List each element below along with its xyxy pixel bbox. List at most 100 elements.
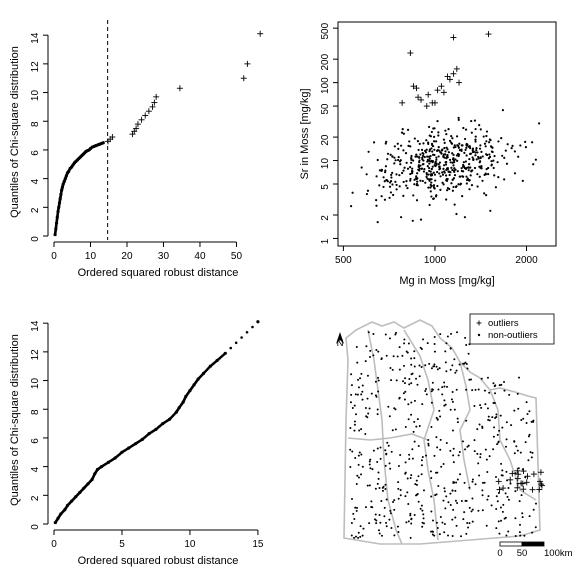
data-point (375, 348, 378, 351)
data-point (427, 442, 430, 445)
data-point (481, 179, 484, 182)
data-point (461, 195, 464, 198)
data-point (458, 175, 461, 178)
data-point (410, 357, 413, 360)
data-point (368, 463, 371, 466)
data-point (349, 448, 352, 451)
data-point (503, 380, 506, 383)
data-point (471, 156, 474, 159)
data-point (382, 185, 385, 189)
data-point (493, 426, 496, 429)
data-point (479, 144, 482, 147)
data-point (470, 119, 473, 123)
data-point (415, 494, 418, 497)
data-point (439, 175, 442, 178)
data-point (394, 180, 397, 183)
data-point (418, 169, 421, 172)
data-point (431, 150, 434, 153)
data-point (506, 143, 509, 146)
data-point (438, 165, 441, 168)
data-point (433, 534, 436, 537)
data-point (439, 333, 442, 336)
data-point (387, 444, 390, 447)
data-point (486, 407, 489, 410)
data-point (413, 350, 416, 353)
data-point (480, 164, 483, 168)
data-point (383, 515, 386, 518)
data-point (451, 489, 454, 492)
data-point (356, 474, 359, 477)
data-point (368, 484, 371, 487)
data-point (425, 175, 428, 179)
data-point (441, 386, 444, 389)
data-point (351, 191, 354, 194)
data-point (366, 374, 369, 377)
data-point (422, 142, 425, 145)
data-point (465, 344, 468, 347)
data-point (465, 154, 468, 157)
data-point (406, 128, 410, 131)
data-point (465, 142, 468, 146)
data-point (410, 170, 414, 173)
data-point (453, 408, 456, 411)
data-point (133, 443, 136, 446)
x-tick-label: 10 (184, 539, 196, 550)
data-point (457, 146, 460, 149)
data-point (402, 380, 405, 383)
data-point (357, 536, 360, 539)
data-point (393, 508, 396, 511)
plot-frame (337, 21, 557, 247)
data-point (479, 456, 482, 459)
data-point (427, 439, 430, 442)
data-point (500, 462, 503, 465)
data-point (437, 146, 440, 149)
data-point (146, 433, 150, 436)
data-point (430, 147, 433, 150)
data-point (361, 390, 364, 393)
data-point (409, 476, 412, 479)
data-point (372, 332, 375, 335)
data-point (482, 135, 485, 138)
data-point (393, 534, 396, 537)
data-point (390, 173, 393, 176)
data-point (408, 453, 411, 456)
data-point (451, 137, 454, 140)
data-point (353, 420, 356, 423)
data-point (503, 156, 506, 159)
data-point (444, 153, 447, 156)
data-point (353, 423, 356, 426)
data-point (485, 130, 489, 133)
data-point (160, 423, 163, 426)
data-point (528, 433, 531, 436)
data-point (404, 390, 407, 393)
data-point (350, 384, 353, 387)
data-point (428, 362, 431, 365)
data-point (514, 490, 517, 493)
data-point (396, 355, 399, 358)
data-point (404, 495, 407, 498)
series-group (349, 31, 541, 224)
data-point (361, 465, 364, 468)
data-point (436, 119, 439, 123)
data-point (427, 142, 430, 145)
data-point (413, 440, 416, 443)
data-point (441, 148, 444, 151)
data-point (431, 388, 434, 391)
data-point (454, 489, 457, 492)
data-point (350, 522, 353, 525)
data-point (358, 451, 361, 454)
data-point (423, 155, 426, 159)
data-point (101, 141, 105, 145)
data-point (399, 494, 402, 497)
data-point (379, 457, 382, 460)
data-point (365, 173, 368, 176)
data-point (439, 516, 442, 519)
data-point (388, 337, 391, 340)
data-point (427, 186, 430, 189)
data-point (462, 170, 465, 173)
data-point (410, 474, 413, 477)
data-point (378, 184, 381, 187)
data-point (478, 124, 481, 127)
data-point (418, 375, 421, 378)
data-point (372, 141, 376, 144)
